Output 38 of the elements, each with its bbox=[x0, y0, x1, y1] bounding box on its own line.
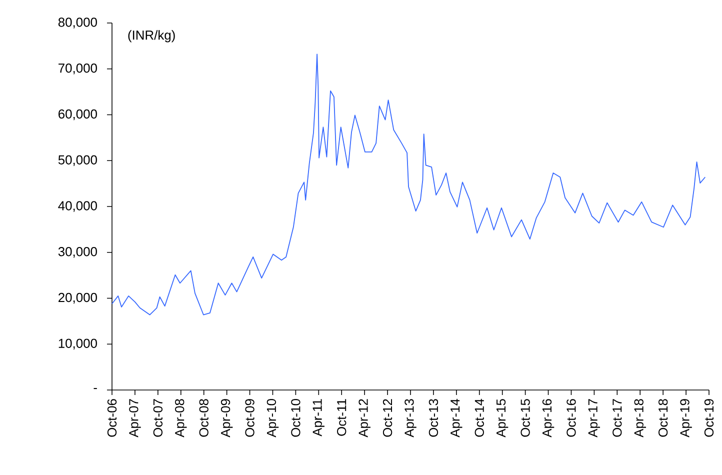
x-tick-label: Oct-18 bbox=[658, 399, 668, 437]
line-series bbox=[112, 54, 706, 316]
x-tick-label: Oct-15 bbox=[520, 399, 530, 437]
y-tick-label: 10,000 bbox=[58, 338, 97, 350]
x-tick-label: Oct-08 bbox=[199, 399, 208, 437]
x-tick-label: Apr-19 bbox=[680, 399, 692, 438]
x-tick-label: Oct-06 bbox=[107, 399, 117, 437]
y-tick-label: 40,000 bbox=[58, 201, 97, 212]
x-tick-label: Oct-19 bbox=[704, 399, 714, 437]
x-tick-label: Oct-09 bbox=[245, 399, 254, 437]
y-tick-label: 30,000 bbox=[58, 247, 97, 258]
x-tick-label: Apr-07 bbox=[129, 399, 141, 438]
x-tick-label: Apr-16 bbox=[542, 399, 554, 438]
x-tick-label: Apr-18 bbox=[634, 399, 646, 438]
x-tick-label: Oct-13 bbox=[428, 399, 438, 437]
x-tick-label: Apr-12 bbox=[358, 399, 370, 438]
x-tick-label: Oct-12 bbox=[382, 399, 392, 437]
y-tick-label: 80,000 bbox=[58, 18, 97, 28]
x-tick-label: Apr-15 bbox=[496, 399, 508, 438]
x-tick-label: Oct-16 bbox=[566, 399, 576, 437]
y-tick-label: 50,000 bbox=[58, 155, 97, 166]
y-tick-label: - bbox=[94, 388, 97, 390]
y-tick-label: 60,000 bbox=[58, 109, 97, 120]
x-tick-label: Apr-10 bbox=[266, 399, 279, 438]
x-tick-label: Apr-11 bbox=[312, 399, 324, 436]
x-tick-label: Oct-11 bbox=[337, 399, 346, 436]
x-tick-label: Apr-13 bbox=[404, 399, 416, 438]
y-axis-title: (INR/kg) bbox=[128, 30, 175, 42]
x-tick-label: Apr-14 bbox=[450, 398, 462, 438]
y-tick-label: 70,000 bbox=[58, 64, 97, 74]
x-tick-label: Oct-07 bbox=[153, 399, 163, 437]
x-tick-label: Apr-09 bbox=[220, 399, 233, 438]
y-tick-label: 20,000 bbox=[58, 292, 97, 304]
x-tick-label: Apr-08 bbox=[175, 399, 187, 438]
x-tick-label: Oct-10 bbox=[291, 399, 300, 437]
x-tick-label: Oct-14 bbox=[474, 398, 484, 437]
x-tick-label: Oct-17 bbox=[612, 399, 622, 437]
x-tick-label: Apr-17 bbox=[588, 399, 600, 438]
